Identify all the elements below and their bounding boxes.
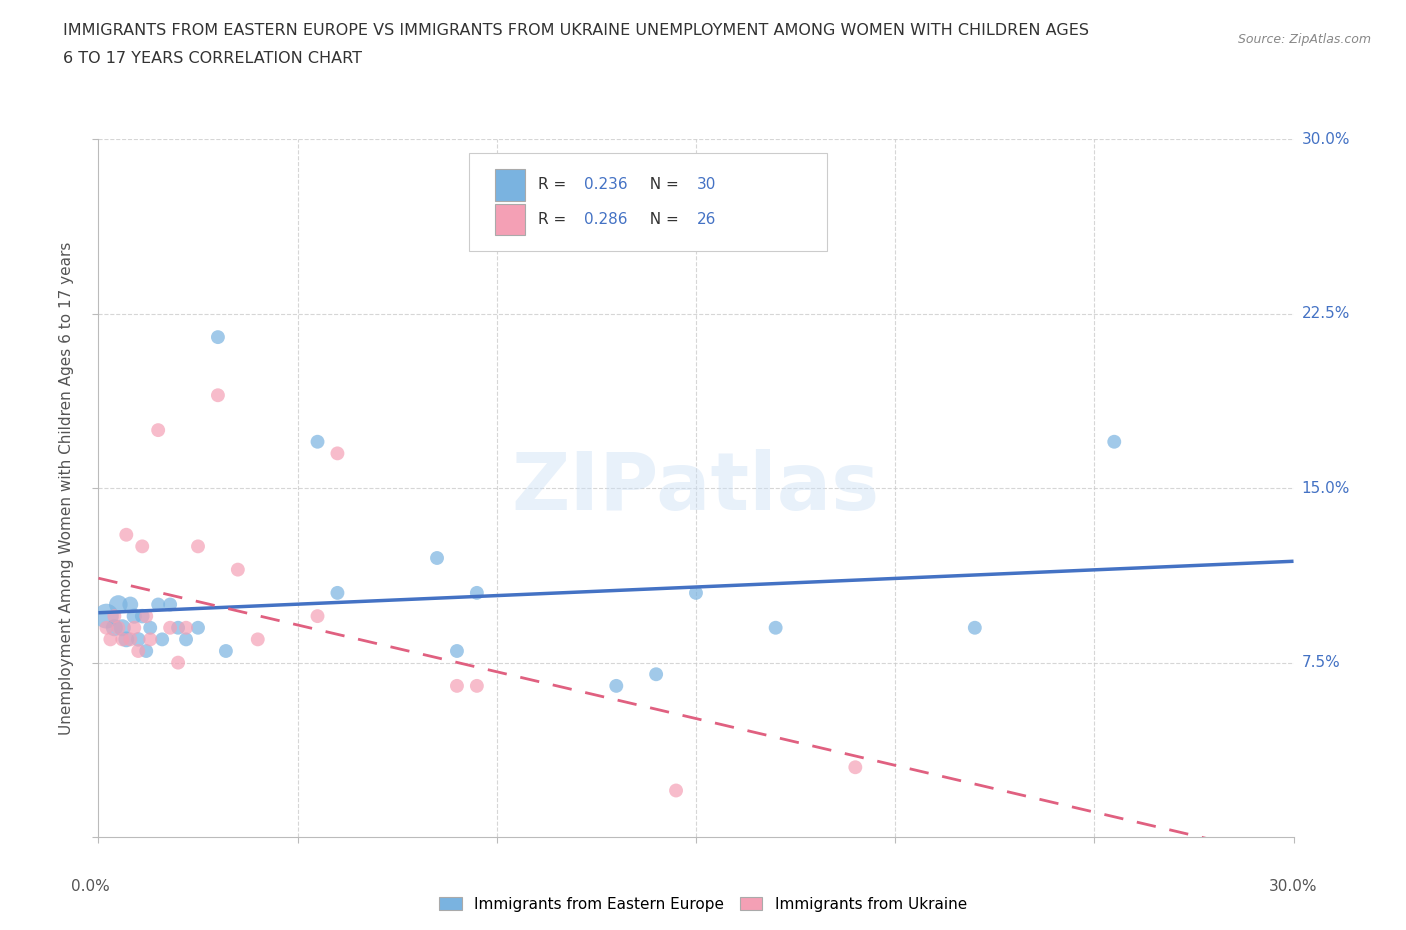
Point: [111, 620, 134, 635]
Point: [167, 655, 190, 670]
Text: N =: N =: [640, 212, 683, 227]
Point: [187, 539, 209, 554]
Point: [159, 597, 181, 612]
Point: [115, 527, 138, 542]
Point: [107, 597, 129, 612]
Text: 7.5%: 7.5%: [1302, 655, 1340, 671]
Point: [665, 783, 688, 798]
Point: [307, 434, 329, 449]
Point: [167, 620, 190, 635]
Text: 0.286: 0.286: [583, 212, 627, 227]
Point: [174, 632, 197, 647]
FancyBboxPatch shape: [495, 169, 524, 201]
Point: [139, 632, 162, 647]
Point: [326, 586, 349, 601]
Text: 6 TO 17 YEARS CORRELATION CHART: 6 TO 17 YEARS CORRELATION CHART: [63, 51, 363, 66]
Text: 30.0%: 30.0%: [1270, 879, 1317, 894]
Point: [103, 620, 125, 635]
Point: [963, 620, 986, 635]
Text: IMMIGRANTS FROM EASTERN EUROPE VS IMMIGRANTS FROM UKRAINE UNEMPLOYMENT AMONG WOM: IMMIGRANTS FROM EASTERN EUROPE VS IMMIGR…: [63, 23, 1090, 38]
Point: [111, 632, 134, 647]
Text: 22.5%: 22.5%: [1302, 306, 1350, 322]
Point: [685, 586, 707, 601]
Point: [426, 551, 449, 565]
Point: [465, 586, 488, 601]
FancyBboxPatch shape: [495, 204, 524, 235]
Legend: Immigrants from Eastern Europe, Immigrants from Ukraine: Immigrants from Eastern Europe, Immigran…: [433, 891, 973, 918]
Point: [326, 445, 349, 460]
Point: [124, 620, 146, 635]
Point: [150, 632, 173, 647]
Point: [98, 632, 122, 647]
Text: N =: N =: [640, 178, 683, 193]
Point: [148, 422, 170, 438]
Text: 15.0%: 15.0%: [1302, 481, 1350, 496]
Point: [120, 597, 142, 612]
Point: [226, 562, 249, 577]
Point: [605, 679, 627, 694]
Text: 30: 30: [697, 178, 717, 193]
Point: [159, 620, 181, 635]
Point: [96, 620, 118, 635]
Text: 26: 26: [697, 212, 717, 227]
Text: R =: R =: [538, 178, 571, 193]
Point: [1102, 434, 1125, 449]
FancyBboxPatch shape: [470, 153, 827, 251]
Text: 0.236: 0.236: [583, 178, 627, 193]
Point: [124, 609, 146, 624]
Point: [127, 644, 149, 658]
Point: [127, 632, 149, 647]
Point: [446, 679, 468, 694]
Point: [207, 388, 229, 403]
Point: [446, 644, 468, 658]
Text: R =: R =: [538, 212, 571, 227]
Point: [131, 539, 153, 554]
Point: [115, 632, 138, 647]
Point: [107, 620, 129, 635]
Text: Source: ZipAtlas.com: Source: ZipAtlas.com: [1237, 33, 1371, 46]
Point: [765, 620, 787, 635]
Point: [215, 644, 238, 658]
Point: [465, 679, 488, 694]
Point: [307, 609, 329, 624]
Point: [96, 609, 118, 624]
Point: [844, 760, 866, 775]
Point: [645, 667, 668, 682]
Point: [187, 620, 209, 635]
Point: [135, 609, 157, 624]
Point: [246, 632, 269, 647]
Text: ZIPatlas: ZIPatlas: [512, 449, 880, 527]
Text: 30.0%: 30.0%: [1302, 132, 1350, 147]
Point: [148, 597, 170, 612]
Point: [131, 609, 153, 624]
Point: [207, 330, 229, 345]
Text: 0.0%: 0.0%: [72, 879, 110, 894]
Y-axis label: Unemployment Among Women with Children Ages 6 to 17 years: Unemployment Among Women with Children A…: [59, 242, 75, 735]
Point: [103, 609, 125, 624]
Point: [135, 644, 157, 658]
Point: [174, 620, 197, 635]
Point: [139, 620, 162, 635]
Point: [120, 632, 142, 647]
